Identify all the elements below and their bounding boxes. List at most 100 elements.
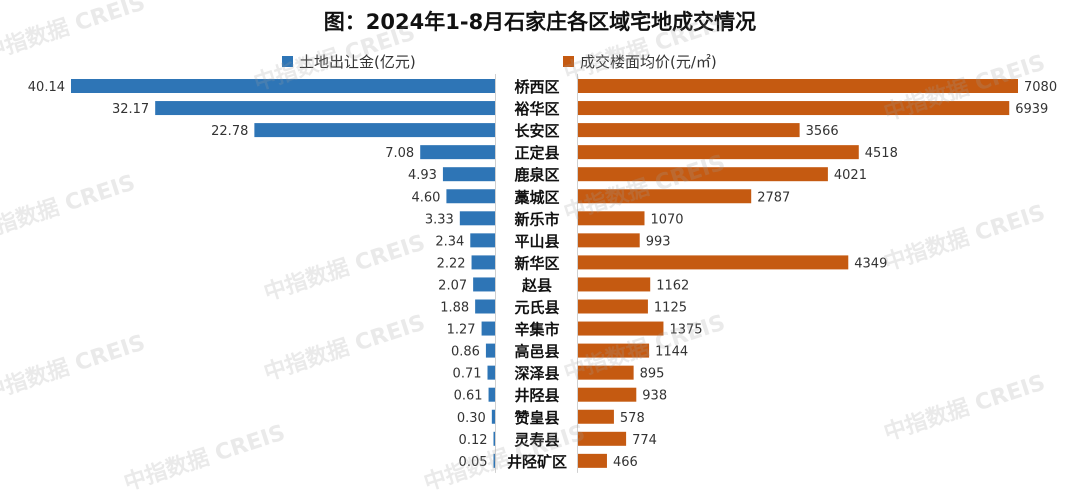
floor-price-label: 774 [632, 433, 657, 448]
floor-price-bar [578, 101, 1010, 116]
land-revenue-bar [471, 255, 495, 270]
legend-swatch-floor-price [563, 56, 574, 67]
category-label: 鹿泉区 [514, 166, 559, 184]
floor-price-bar [578, 409, 614, 424]
category-label: 桥西区 [514, 78, 559, 96]
land-revenue-bar [420, 145, 495, 160]
floor-price-bar [578, 365, 634, 380]
category-label: 长安区 [514, 122, 559, 140]
floor-price-bar [578, 211, 645, 226]
legend-label-floor-price: 成交楼面均价(元/㎡) [580, 53, 717, 71]
land-revenue-bar [473, 277, 495, 292]
floor-price-bar [578, 233, 640, 248]
land-revenue-label: 22.78 [211, 124, 248, 139]
category-label: 井陉县 [514, 387, 559, 405]
land-revenue-label: 1.27 [447, 323, 476, 338]
floor-price-label: 1070 [650, 212, 683, 227]
category-label: 裕华区 [513, 100, 559, 118]
floor-price-label: 2787 [757, 190, 790, 205]
land-revenue-label: 7.08 [385, 146, 414, 161]
category-label: 新乐市 [514, 210, 559, 228]
land-revenue-label: 0.61 [454, 389, 483, 404]
land-revenue-label: 3.33 [425, 212, 454, 227]
floor-price-bar [578, 453, 607, 468]
land-revenue-bar [442, 167, 495, 182]
category-label: 辛集市 [514, 321, 559, 339]
land-revenue-bar [493, 453, 495, 468]
land-revenue-bar [71, 79, 495, 93]
land-revenue-bar [481, 321, 495, 336]
floor-price-label: 466 [613, 455, 638, 470]
floor-price-label: 895 [640, 367, 665, 382]
floor-price-bar [578, 123, 800, 138]
floor-price-label: 7080 [1024, 80, 1057, 95]
chart-title: 图：2024年1-8月石家庄各区域宅地成交情况 [323, 10, 757, 34]
land-revenue-bar [254, 123, 495, 138]
legend: 土地出让金(亿元) 成交楼面均价(元/㎡) [0, 51, 1080, 71]
land-revenue-label: 2.22 [437, 256, 466, 271]
floor-price-bar [578, 387, 637, 402]
land-revenue-bar [459, 211, 495, 226]
floor-price-bar [578, 431, 627, 446]
category-label: 赞皇县 [513, 409, 559, 427]
legend-swatch-land-revenue [282, 56, 293, 67]
land-revenue-label: 4.60 [411, 190, 440, 205]
floor-price-bar [578, 167, 828, 182]
land-revenue-label: 0.86 [451, 345, 480, 360]
land-revenue-label: 4.93 [408, 168, 437, 183]
floor-price-label: 4349 [854, 256, 887, 271]
floor-price-label: 578 [620, 411, 645, 426]
floor-price-label: 993 [646, 234, 671, 249]
category-label: 新华区 [514, 254, 559, 272]
floor-price-label: 1375 [669, 323, 702, 338]
category-label: 正定县 [514, 144, 559, 162]
land-revenue-label: 0.12 [459, 433, 488, 448]
category-label: 赵县 [521, 276, 552, 294]
category-label: 灵寿县 [514, 431, 559, 449]
land-revenue-bar [487, 365, 495, 380]
floor-price-bar [578, 343, 650, 358]
land-revenue-bar [491, 409, 495, 424]
land-revenue-bar [485, 343, 495, 358]
floor-price-bar [578, 321, 664, 336]
floor-price-bar [578, 79, 1018, 93]
legend-label-land-revenue: 土地出让金(亿元) [299, 53, 416, 71]
category-label: 藁城区 [513, 188, 559, 206]
floor-price-label: 3566 [806, 124, 839, 139]
land-revenue-label: 40.14 [28, 80, 65, 95]
land-revenue-bar [475, 299, 495, 314]
category-label: 平山县 [514, 232, 559, 250]
land-revenue-label: 32.17 [112, 102, 149, 117]
floor-price-label: 938 [642, 389, 667, 404]
floor-price-label: 1144 [655, 345, 688, 360]
land-revenue-bar [488, 387, 495, 402]
land-revenue-bar [446, 189, 495, 204]
legend-item-floor-price: 成交楼面均价(元/㎡) [563, 51, 717, 72]
floor-price-label: 4021 [834, 168, 867, 183]
legend-item-land-revenue: 土地出让金(亿元) [282, 51, 416, 72]
land-revenue-bar [155, 101, 495, 116]
category-label: 井陉矿区 [507, 453, 567, 471]
land-revenue-label: 0.71 [453, 367, 482, 382]
category-label: 深泽县 [514, 365, 559, 383]
land-revenue-bar [470, 233, 495, 248]
category-label: 元氏县 [514, 299, 559, 317]
floor-price-bar [578, 277, 651, 292]
land-revenue-label: 1.88 [440, 301, 469, 316]
floor-price-label: 4518 [865, 146, 898, 161]
land-revenue-label: 0.30 [457, 411, 486, 426]
category-label: 高邑县 [514, 343, 559, 361]
floor-price-label: 1125 [654, 301, 687, 316]
land-revenue-label: 0.05 [459, 455, 488, 470]
land-revenue-label: 2.34 [435, 234, 464, 249]
floor-price-bar [578, 255, 849, 270]
floor-price-bar [578, 189, 752, 204]
floor-price-bar [578, 145, 859, 160]
land-revenue-bar [493, 431, 495, 446]
floor-price-label: 1162 [656, 278, 689, 293]
floor-price-bar [578, 299, 648, 314]
land-revenue-label: 2.07 [438, 278, 467, 293]
floor-price-label: 6939 [1015, 102, 1048, 117]
